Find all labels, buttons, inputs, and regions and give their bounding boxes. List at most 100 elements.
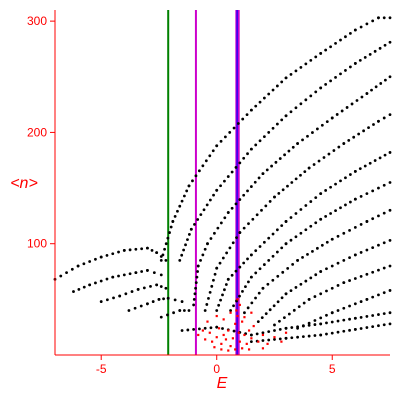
black-point-curve-9 <box>286 184 289 188</box>
black-point-curve-16 <box>296 325 299 329</box>
black-point-curve-6 <box>208 154 212 158</box>
black-point-curve-10 <box>388 151 392 154</box>
red-point-8 <box>220 342 223 345</box>
black-point-curve-7 <box>238 161 242 165</box>
black-point-curve-14 <box>371 270 375 274</box>
black-point-curve-7 <box>223 179 226 183</box>
black-point-curve-11 <box>284 242 288 246</box>
black-point-curve-10 <box>299 208 303 211</box>
black-point-curve-8 <box>315 127 319 131</box>
black-point-curve-14 <box>353 277 357 280</box>
red-point-19 <box>238 340 241 343</box>
black-point-curve-9 <box>228 246 232 250</box>
black-point-curve-11 <box>280 246 284 250</box>
black-point-curve-11 <box>294 235 298 239</box>
red-point-44 <box>247 348 251 351</box>
red-point-12 <box>229 344 232 348</box>
black-point-curve-8 <box>278 157 282 160</box>
black-point-curve-9 <box>327 152 331 156</box>
black-point-curve-6 <box>187 184 191 188</box>
black-point-curve-10 <box>258 245 262 248</box>
red-point-43 <box>227 349 230 352</box>
black-point-curve-6 <box>245 113 249 117</box>
black-point-curve-9 <box>210 284 214 288</box>
black-point-curve-7 <box>309 94 313 98</box>
black-point-curve-9 <box>251 217 255 221</box>
black-point-curve-9 <box>260 208 263 212</box>
black-point-curve-16 <box>197 327 201 331</box>
black-point-curve-17 <box>365 326 369 329</box>
black-point-curve-13 <box>377 243 380 247</box>
black-point-curve-13 <box>309 276 313 280</box>
black-point-curve-6 <box>324 48 328 52</box>
black-point-curve-6 <box>228 131 232 134</box>
black-point-curve-2 <box>111 275 115 279</box>
black-point-curve-9 <box>207 297 210 300</box>
black-point-curve-8 <box>193 292 197 296</box>
black-point-curve-12 <box>271 278 275 282</box>
black-point-curve-10 <box>348 173 352 176</box>
black-point-curve-6 <box>334 41 337 45</box>
black-point-curve-9 <box>312 163 316 166</box>
black-point-curve-1 <box>76 264 80 268</box>
black-point-curve-2 <box>72 290 75 293</box>
black-point-curve-9 <box>264 204 268 208</box>
black-point-curve-17 <box>377 324 380 328</box>
black-point-curve-6 <box>267 92 271 96</box>
black-point-curve-7 <box>267 131 271 134</box>
black-point-curve-8 <box>320 123 324 127</box>
black-point-curve-7 <box>324 83 328 86</box>
black-point-curve-6 <box>204 159 208 163</box>
black-point-curve-2 <box>105 277 109 281</box>
black-point-curve-8 <box>223 216 227 220</box>
black-point-curve-8 <box>213 231 216 235</box>
black-point-curve-11 <box>339 206 342 210</box>
black-point-curve-17 <box>261 339 265 342</box>
black-point-curve-3 <box>118 294 122 298</box>
black-point-curve-11 <box>271 254 275 258</box>
black-point-curve-7 <box>215 188 219 192</box>
black-point-curve-2 <box>159 273 163 277</box>
black-point-curve-13 <box>294 286 298 289</box>
black-point-curve-9 <box>215 266 219 270</box>
black-point-curve-8 <box>274 160 278 164</box>
black-point-curve-10 <box>280 224 284 228</box>
black-point-curve-14 <box>388 264 392 268</box>
black-point-curve-7 <box>383 43 387 47</box>
black-point-curve-8 <box>388 75 392 79</box>
black-point-curve-8 <box>203 247 207 251</box>
black-point-curve-8 <box>195 275 199 279</box>
black-point-curve-9 <box>218 261 222 265</box>
black-point-curve-10 <box>230 273 234 277</box>
black-point-curve-8 <box>355 99 359 102</box>
black-point-curve-1 <box>99 255 103 259</box>
black-point-curve-9 <box>221 256 225 260</box>
black-point-curve-12 <box>243 311 246 315</box>
black-point-curve-10 <box>217 303 221 307</box>
black-point-curve-17 <box>388 322 392 326</box>
black-point-curve-8 <box>261 172 265 175</box>
black-point-curve-7 <box>184 243 187 247</box>
black-point-curve-6 <box>164 242 168 246</box>
black-point-curve-6 <box>159 259 163 262</box>
black-point-curve-17 <box>336 330 340 334</box>
black-point-curve-4 <box>180 300 184 303</box>
black-point-curve-1 <box>59 274 63 278</box>
black-point-curve-1 <box>134 247 138 251</box>
red-point-15 <box>235 309 238 312</box>
black-point-curve-8 <box>209 237 213 240</box>
black-point-curve-9 <box>332 149 336 152</box>
red-point-42 <box>213 346 216 349</box>
red-point-2 <box>201 329 204 332</box>
black-point-curve-12 <box>315 246 319 250</box>
black-point-curve-4 <box>127 309 131 312</box>
black-point-curve-12 <box>353 225 357 229</box>
black-point-curve-8 <box>226 211 230 214</box>
black-point-curve-9 <box>277 191 281 195</box>
black-point-curve-4 <box>162 297 165 301</box>
black-point-curve-11 <box>324 214 328 218</box>
black-point-curve-3 <box>136 287 140 291</box>
black-point-curve-14 <box>359 275 363 278</box>
black-point-curve-8 <box>253 180 257 184</box>
black-point-curve-9 <box>273 195 276 199</box>
